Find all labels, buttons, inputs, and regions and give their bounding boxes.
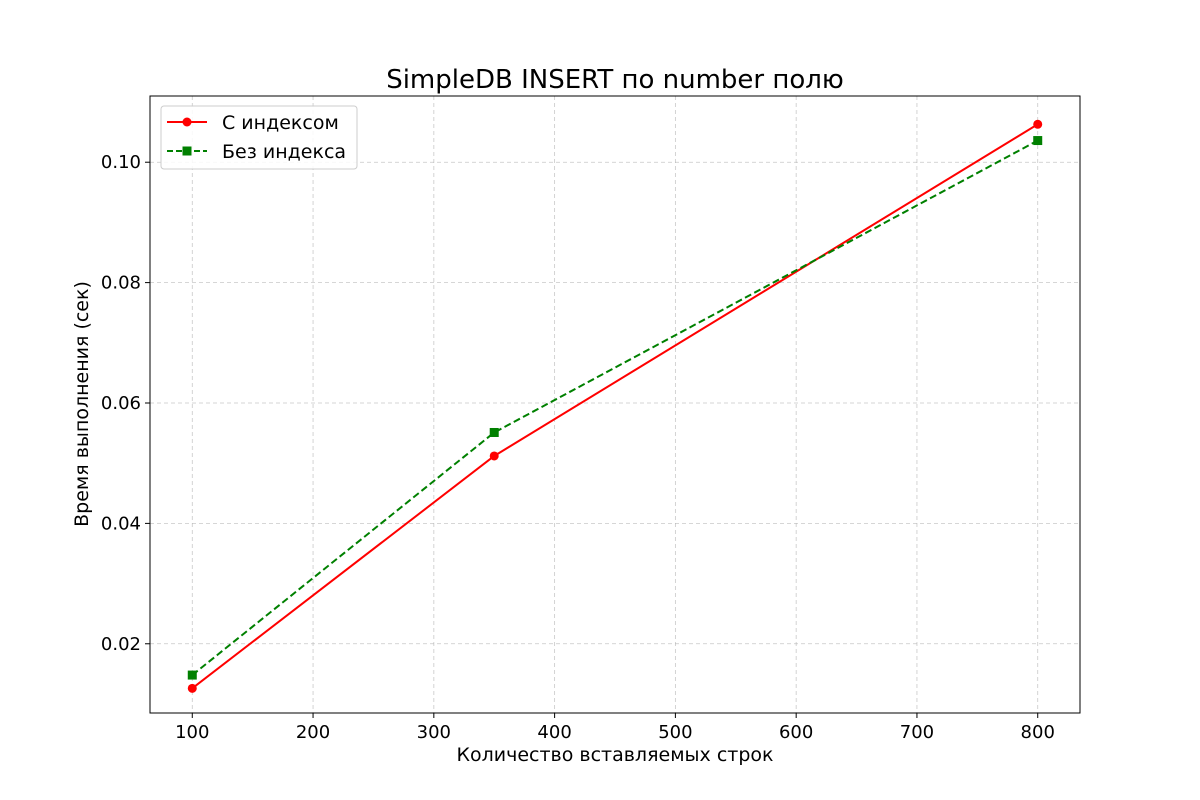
y-tick-label: 0.02 [101, 634, 141, 655]
y-tick-label: 0.04 [101, 513, 141, 534]
data-point-without-index [489, 427, 499, 437]
series-group [187, 119, 1043, 693]
x-tick-label: 400 [537, 722, 571, 743]
x-tick-label: 500 [658, 722, 692, 743]
x-tick-label: 800 [1021, 722, 1055, 743]
x-axis-label: Количество вставляемых строк [456, 744, 773, 766]
x-tick-label: 600 [779, 722, 813, 743]
data-point-with-index [187, 683, 197, 693]
data-point-with-index [1033, 119, 1043, 129]
legend-label-without-index: Без индекса [222, 141, 346, 163]
y-tick-label: 0.06 [101, 393, 141, 414]
legend: С индексом Без индекса [160, 105, 358, 170]
plot-area-frame [149, 95, 1081, 714]
x-axis: 100 200 300 400 500 600 700 800 [175, 713, 1055, 743]
x-tick-label: 100 [175, 722, 209, 743]
y-tick-label: 0.08 [101, 273, 141, 294]
chart-title: SimpleDB INSERT по number полю [386, 65, 844, 95]
x-tick-label: 300 [417, 722, 451, 743]
x-tick-label: 200 [296, 722, 330, 743]
data-point-without-index [1033, 136, 1043, 146]
data-point-with-index [489, 451, 499, 461]
data-point-without-index [187, 670, 197, 680]
y-axis-label: Время выполнения (сек) [71, 281, 93, 527]
y-axis: 0.02 0.04 0.06 0.08 0.10 [101, 152, 150, 655]
legend-label-with-index: С индексом [222, 112, 339, 134]
legend-marker-without-index [182, 146, 192, 156]
x-tick-label: 700 [900, 722, 934, 743]
legend-box [160, 105, 358, 170]
series-line-without-index [191, 139, 1039, 676]
legend-marker-with-index [182, 117, 192, 127]
y-tick-label: 0.10 [101, 152, 141, 173]
